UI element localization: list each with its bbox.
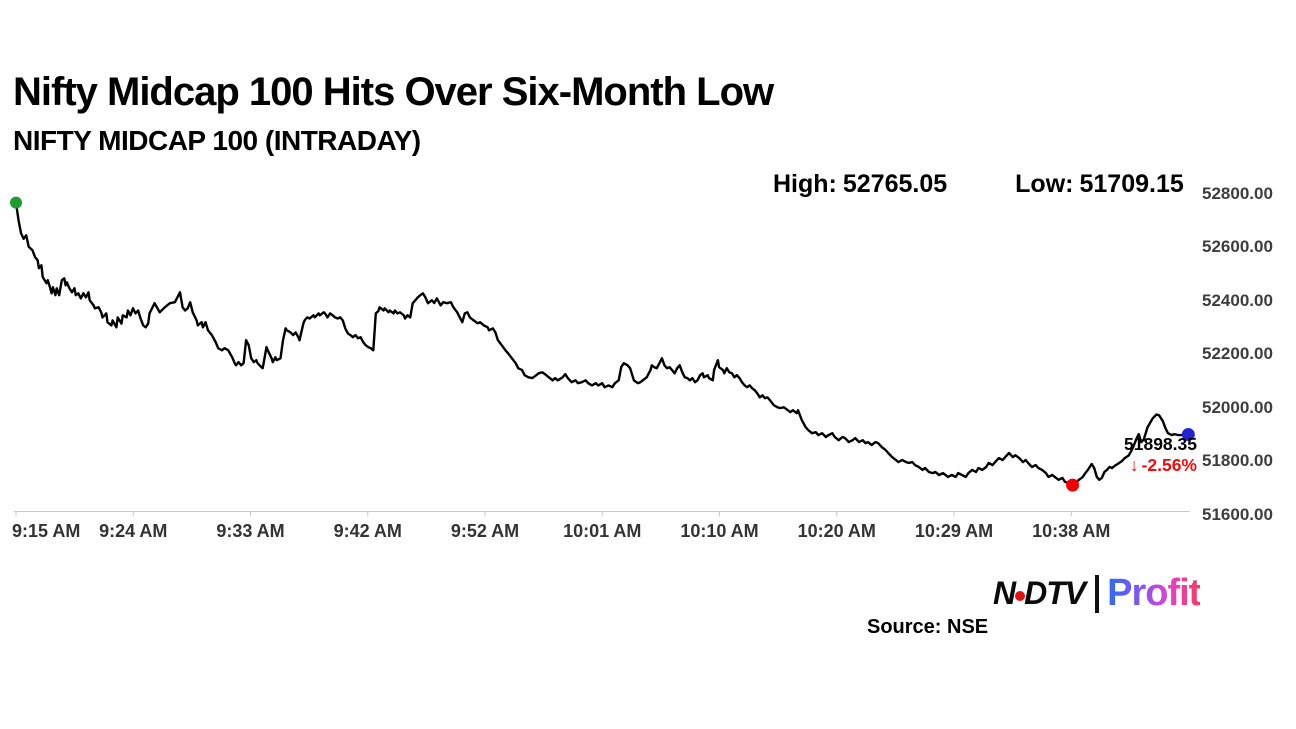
x-tick-label: 9:24 AM [99,521,168,541]
down-arrow-icon: ↓ [1129,455,1139,475]
x-tick-label: 9:52 AM [450,521,520,541]
source-credit: Source: NSE [867,616,989,638]
x-tick-label: 10:10 AM [680,521,759,541]
y-tick-label: 52000.00 [1202,397,1273,417]
x-tick-label: 10:20 AM [797,521,876,541]
x-tick-label: 9:42 AM [333,521,402,541]
high-label: High: [773,170,837,198]
chart-subtitle: NIFTY MIDCAP 100 (INTRADAY) [13,125,421,156]
low-label: Low: [1015,170,1074,198]
price-line [14,201,1190,487]
ndtv-red-dot-icon [1015,590,1026,601]
low-value: 51709.15 [1079,170,1184,198]
y-tick-label: 51800.00 [1202,451,1273,471]
logo-divider [1095,574,1100,613]
high-value: 52765.05 [842,170,948,198]
y-tick-label: 51600.00 [1202,504,1273,524]
y-tick-label: 52600.00 [1202,237,1273,257]
y-tick-label: 52200.00 [1202,344,1273,364]
low-marker-dot [1066,478,1080,492]
x-tick-label: 10:01 AM [563,521,642,541]
ndtv-letter-n: N [993,575,1016,611]
ndtv-profit-logo: N DTV Profit [993,572,1201,615]
high-low-stats: High: 52765.05 Low: 51709.15 [773,170,1190,199]
x-tick-label: 9:33 AM [216,521,285,541]
x-tick-label: 10:29 AM [914,521,994,541]
high-stat: High: 52765.05 [773,170,953,199]
x-tick-label: 9:15 AM [12,521,81,541]
change-percent-value: -2.56% [1141,455,1197,475]
ndtv-letters-dtv: DTV [1024,575,1086,611]
y-tick-label: 52800.00 [1202,183,1273,203]
y-tick-label: 52400.00 [1202,290,1273,310]
open-marker-dot [10,196,22,209]
last-price-annotation: 51898.35 ↓ -2.56% [1098,434,1197,476]
page-title: Nifty Midcap 100 Hits Over Six-Month Low [13,70,774,114]
x-tick-label: 10:38 AM [1032,521,1111,541]
ndtv-wordmark: N DTV [993,575,1086,612]
last-marker-dot [1181,428,1195,441]
change-percent: ↓ -2.56% [1098,455,1197,476]
low-stat: Low: 51709.15 [1015,170,1190,199]
profit-wordmark: Profit [1107,572,1201,614]
last-price-value: 51898.35 [1124,434,1197,454]
